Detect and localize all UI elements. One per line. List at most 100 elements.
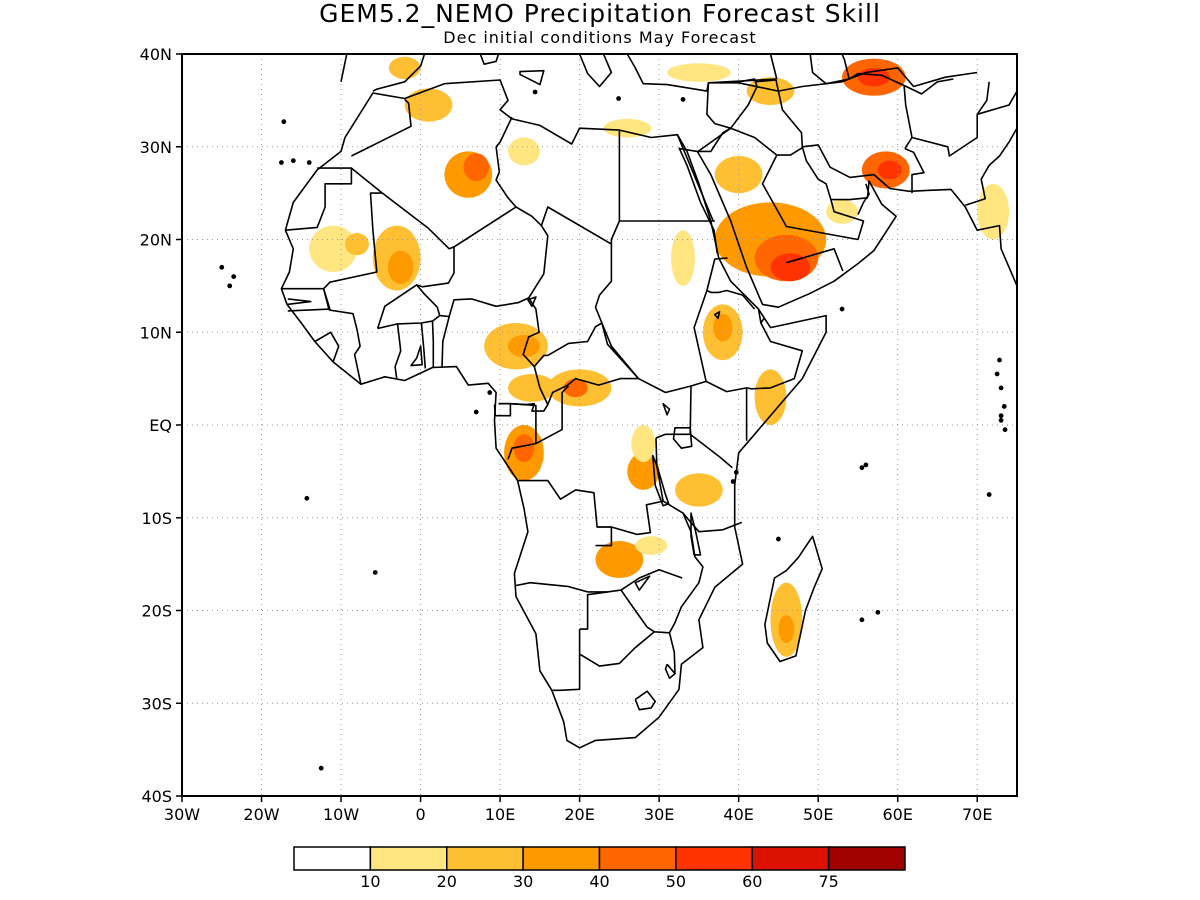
skill-region xyxy=(826,199,858,224)
country-border xyxy=(620,589,670,634)
island xyxy=(730,479,736,484)
colorbar-label: 75 xyxy=(818,872,838,891)
lon-tick-label: 10E xyxy=(485,805,515,824)
island xyxy=(290,158,296,164)
country-border xyxy=(281,287,331,312)
country-border xyxy=(595,526,613,547)
island xyxy=(318,765,324,771)
country-border xyxy=(697,82,732,153)
country-border xyxy=(420,322,427,369)
country-border xyxy=(903,78,954,95)
colorbar-swatch xyxy=(675,846,753,871)
island xyxy=(1001,404,1007,409)
country-border xyxy=(965,127,1017,206)
country-border xyxy=(431,321,435,368)
country-border xyxy=(976,90,1017,116)
country-border xyxy=(439,297,530,318)
spain-coast xyxy=(372,54,426,92)
country-border xyxy=(786,248,844,272)
skill-region xyxy=(977,183,1010,240)
country-border xyxy=(611,54,613,55)
lake-outline xyxy=(690,512,702,556)
skill-region xyxy=(671,230,695,286)
island xyxy=(863,462,869,468)
iberia-coast xyxy=(340,54,348,82)
country-border xyxy=(634,690,656,711)
colorbar-label: 40 xyxy=(589,872,609,891)
country-border xyxy=(441,316,450,368)
country-border xyxy=(662,500,704,674)
skill-region xyxy=(675,473,723,507)
island xyxy=(986,492,992,497)
island xyxy=(372,570,378,575)
island xyxy=(231,274,237,280)
caspian-coast xyxy=(809,54,850,85)
skill-region xyxy=(309,225,357,272)
island xyxy=(733,469,739,475)
skill-region xyxy=(713,313,733,342)
skill-region xyxy=(627,452,660,490)
country-border xyxy=(579,631,655,667)
country-border xyxy=(857,183,870,215)
lake-outline xyxy=(634,575,651,591)
country-border xyxy=(705,322,804,393)
africa-coastline xyxy=(280,79,827,749)
colorbar: 10 20 30 40 50 60 75 xyxy=(293,846,906,891)
country-border xyxy=(535,385,570,445)
skill-region xyxy=(635,536,668,555)
lat-tick-label: 30N xyxy=(140,138,172,157)
colorbar-swatch xyxy=(446,846,524,871)
country-border xyxy=(495,146,517,208)
island xyxy=(616,96,621,101)
lon-tick-label: 20W xyxy=(243,805,279,824)
skill-region xyxy=(508,335,540,358)
skill-region xyxy=(877,160,902,180)
island xyxy=(859,465,865,471)
skill-region xyxy=(754,369,787,425)
lon-tick-label: 50E xyxy=(803,805,833,824)
country-border xyxy=(769,54,778,80)
colorbar-swatch xyxy=(522,846,601,871)
country-border xyxy=(376,192,455,329)
country-border xyxy=(493,402,512,417)
madagascar-coastline xyxy=(764,535,823,663)
country-border xyxy=(848,72,905,87)
lat-tick-label: 10N xyxy=(140,323,172,342)
country-border xyxy=(761,154,865,241)
skill-region xyxy=(463,153,489,182)
country-border xyxy=(730,127,803,156)
country-border xyxy=(903,85,913,150)
island xyxy=(994,371,1000,377)
lat-tick-label: 40N xyxy=(140,45,172,64)
skill-region xyxy=(508,137,540,166)
lat-tick-label: 30S xyxy=(141,694,172,713)
lat-tick-label: 10S xyxy=(141,509,172,528)
sicily-coastline xyxy=(519,69,545,86)
island xyxy=(998,417,1004,423)
country-border xyxy=(676,134,714,222)
lat-tick-label: EQ xyxy=(149,416,172,435)
skill-region xyxy=(667,63,731,82)
country-border xyxy=(540,206,612,245)
country-border xyxy=(397,284,441,325)
country-border xyxy=(664,663,676,679)
island xyxy=(532,89,538,95)
skill-region xyxy=(404,88,453,122)
country-border xyxy=(351,98,412,157)
skill-region xyxy=(595,540,644,579)
island xyxy=(304,495,310,501)
colorbar-label: 60 xyxy=(742,872,762,891)
island xyxy=(227,283,233,289)
island xyxy=(487,390,493,395)
colorbar-swatch xyxy=(598,846,677,871)
country-border xyxy=(698,127,732,153)
lat-tick-label: 20N xyxy=(140,231,172,250)
country-border xyxy=(377,323,402,379)
colorbar-swatch xyxy=(293,846,372,871)
country-border xyxy=(655,385,692,439)
lake-outline xyxy=(714,311,721,320)
country-border xyxy=(495,116,513,148)
skill-region xyxy=(345,233,369,256)
